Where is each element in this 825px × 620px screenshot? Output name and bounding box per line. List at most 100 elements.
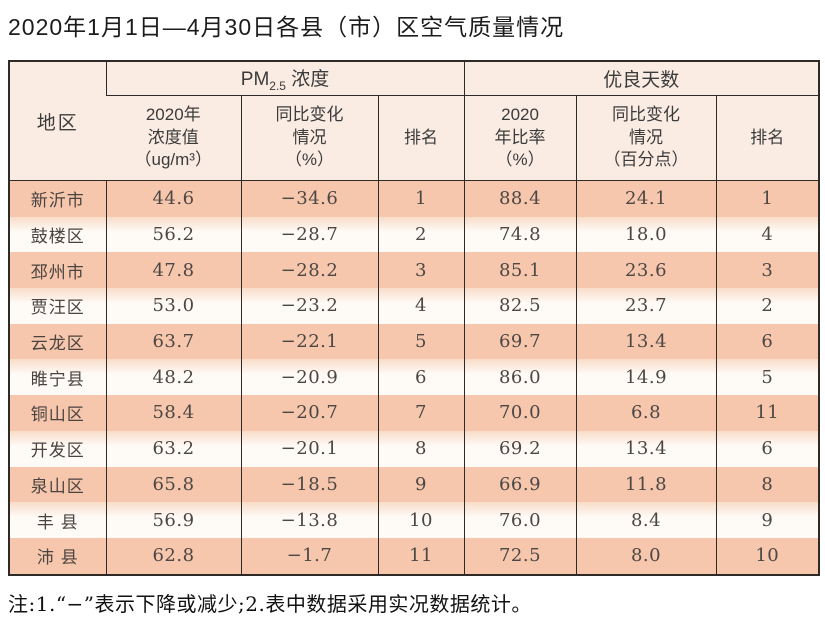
pm25-rank-cell: 11 [377, 537, 465, 575]
days-change-cell: 13.4 [575, 323, 717, 360]
pm25-value-cell: 56.9 [105, 502, 241, 538]
table-row: 贾汪区 53.0 −23.2 4 82.5 23.7 2 [9, 288, 820, 324]
pm25-rank-cell: 4 [377, 288, 465, 324]
days-ratio-cell: 88.4 [463, 180, 577, 217]
pm25-change-cell: −13.8 [240, 502, 378, 538]
region-cell: 开发区 [9, 430, 106, 467]
pm25-rank-cell: 2 [377, 216, 465, 253]
pm25-rank-cell: 5 [377, 323, 465, 360]
pm25-rank-cell: 9 [377, 466, 465, 503]
region-cell: 沛 县 [9, 537, 106, 575]
region-cell: 丰 县 [9, 502, 106, 538]
pm25-rank-cell: 1 [377, 180, 465, 217]
region-cell: 邳州市 [9, 252, 106, 289]
days-change-cell: 8.0 [575, 537, 717, 575]
days-change-cell: 6.8 [575, 395, 717, 431]
pm25-change-cell: −22.1 [240, 323, 378, 360]
days-change-cell: 23.7 [575, 288, 717, 324]
days-ratio-cell: 82.5 [463, 288, 577, 324]
days-rank-cell: 1 [715, 180, 820, 217]
pm25-value-cell: 48.2 [105, 359, 241, 396]
pm25-rank-header: 排名 [377, 95, 465, 181]
days-ratio-cell: 70.0 [463, 395, 577, 431]
days-change-cell: 18.0 [575, 216, 717, 253]
days-rank-cell: 6 [715, 323, 820, 360]
pm25-value-cell: 47.8 [105, 252, 241, 289]
pm25-value-cell: 63.2 [105, 430, 241, 467]
days-ratio-cell: 69.7 [463, 323, 577, 360]
table-row: 丰 县 56.9 −13.8 10 76.0 8.4 9 [9, 502, 820, 538]
region-cell: 泉山区 [9, 466, 106, 503]
pm25-value-cell: 58.4 [105, 395, 241, 431]
pm25-change-cell: −1.7 [240, 537, 378, 575]
region-column-header: 地区 [9, 61, 106, 181]
days-change-cell: 11.8 [575, 466, 717, 503]
table-row: 睢宁县 48.2 −20.9 6 86.0 14.9 5 [9, 359, 820, 396]
region-cell: 新沂市 [9, 180, 106, 217]
table-header: 地区 PM2.5 浓度 优良天数 2020年 浓度值 （ug/m³） 同比变化 情况（… [9, 61, 820, 181]
days-change-cell: 24.1 [575, 180, 717, 217]
pm25-value-cell: 63.7 [105, 323, 241, 360]
days-ratio-header: 2020 年比率 （%） [463, 95, 577, 181]
region-cell: 云龙区 [9, 323, 106, 360]
days-ratio-cell: 76.0 [463, 502, 577, 538]
pm25-rank-cell: 6 [377, 359, 465, 396]
days-ratio-cell: 66.9 [463, 466, 577, 503]
pm25-rank-cell: 3 [377, 252, 465, 289]
days-change-cell: 13.4 [575, 430, 717, 467]
days-ratio-cell: 86.0 [463, 359, 577, 396]
days-rank-cell: 2 [715, 288, 820, 324]
pm25-value-cell: 56.2 [105, 216, 241, 253]
table-row: 铜山区 58.4 −20.7 7 70.0 6.8 11 [9, 395, 820, 431]
days-rank-header: 排名 [715, 95, 820, 181]
pm25-rank-cell: 10 [377, 502, 465, 538]
good-days-group-header: 优良天数 [463, 61, 820, 96]
pm25-change-cell: −23.2 [240, 288, 378, 324]
pm25-change-cell: −20.9 [240, 359, 378, 396]
days-rank-cell: 6 [715, 430, 820, 467]
days-ratio-cell: 69.2 [463, 430, 577, 467]
pm25-value-cell: 44.6 [105, 180, 241, 217]
sub-header-row: 2020年 浓度值 （ug/m³） 同比变化 情况 （%） 排名 2020 年比率 （%） … [9, 95, 820, 181]
days-change-header: 同比变化 情况 （百分点） [575, 95, 717, 181]
days-rank-cell: 3 [715, 252, 820, 289]
days-rank-cell: 11 [715, 395, 820, 431]
region-cell: 睢宁县 [9, 359, 106, 396]
pm25-value-header: 2020年 浓度值 （ug/m³） [106, 95, 241, 181]
footnote: 注:1.“−”表示下降或减少;2.表中数据采用实况数据统计。 [8, 592, 532, 616]
days-ratio-cell: 85.1 [463, 252, 577, 289]
days-ratio-cell: 74.8 [463, 216, 577, 253]
table-row: 沛 县 62.8 −1.7 11 72.5 8.0 10 [9, 537, 820, 575]
days-rank-cell: 4 [715, 216, 820, 253]
group-header-row: 地区 PM2.5 浓度 优良天数 [9, 61, 820, 181]
table-row: 鼓楼区 56.2 −28.7 2 74.8 18.0 4 [9, 216, 820, 253]
air-quality-table: 地区 PM2.5 浓度 优良天数 2020年 浓度值 （ug/m³） 同比变化 情况（… [8, 60, 821, 576]
days-ratio-cell: 72.5 [463, 537, 577, 575]
table-row: 新沂市 44.6 −34.6 1 88.4 24.1 1 [9, 180, 820, 217]
pm25-value-cell: 65.8 [105, 466, 241, 503]
table-row: 开发区 63.2 −20.1 8 69.2 13.4 6 [9, 430, 820, 467]
region-cell: 贾汪区 [9, 288, 106, 324]
days-rank-cell: 10 [715, 537, 820, 575]
page-title: 2020年1月1日—4月30日各县（市）区空气质量情况 [8, 14, 565, 40]
table-body: 新沂市 44.6 −34.6 1 88.4 24.1 1 鼓楼区 56.2 −28.7 2 74.8 1… [9, 180, 820, 575]
days-rank-cell: 5 [715, 359, 820, 396]
pm25-rank-cell: 7 [377, 395, 465, 431]
pm25-rank-cell: 8 [377, 430, 465, 467]
pm25-change-cell: −20.7 [240, 395, 378, 431]
pm25-change-cell: −28.2 [240, 252, 378, 289]
table-row: 邳州市 47.8 −28.2 3 85.1 23.6 3 [9, 252, 820, 289]
days-rank-cell: 9 [715, 502, 820, 538]
region-cell: 鼓楼区 [9, 216, 106, 253]
pm25-group-header: PM2.5 浓度 [105, 61, 465, 96]
days-change-cell: 14.9 [575, 359, 717, 396]
days-rank-cell: 8 [715, 466, 820, 503]
pm25-change-cell: −34.6 [240, 180, 378, 217]
pm25-change-cell: −18.5 [240, 466, 378, 503]
days-change-cell: 8.4 [575, 502, 717, 538]
pm25-change-cell: −28.7 [240, 216, 378, 253]
table-row: 泉山区 65.8 −18.5 9 66.9 11.8 8 [9, 466, 820, 503]
pm25-change-header: 同比变化 情况 （%） [240, 95, 378, 181]
pm25-change-cell: −20.1 [240, 430, 378, 467]
table-row: 云龙区 63.7 −22.1 5 69.7 13.4 6 [9, 323, 820, 360]
